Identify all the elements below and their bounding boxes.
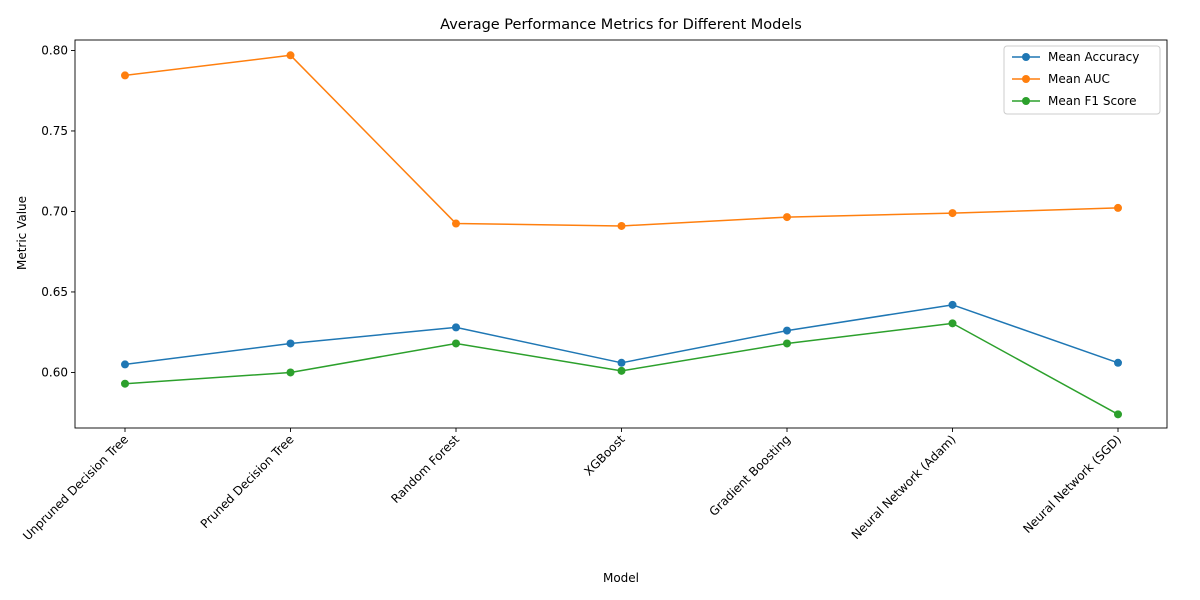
data-point <box>452 323 460 332</box>
data-point <box>617 221 626 230</box>
legend-label: Mean AUC <box>1048 72 1110 86</box>
y-tick-label: 0.60 <box>41 365 68 379</box>
data-point <box>452 219 460 228</box>
legend-item: Mean AUC <box>1012 72 1110 86</box>
data-point <box>286 339 295 348</box>
series-2 <box>121 319 1122 419</box>
y-tick-label: 0.70 <box>41 204 68 218</box>
y-tick-label: 0.80 <box>41 43 68 57</box>
y-tick-label: 0.65 <box>41 285 68 299</box>
y-tick-label: 0.75 <box>41 124 68 138</box>
data-point <box>121 360 129 369</box>
data-point <box>286 368 295 377</box>
data-point <box>286 51 295 60</box>
series-0 <box>121 300 1122 369</box>
data-point <box>1114 410 1122 419</box>
legend: Mean Accuracy Mean AUC Mean F1 Score <box>1003 45 1161 115</box>
data-point <box>617 366 626 375</box>
legend-item: Mean F1 Score <box>1012 94 1136 108</box>
legend-label: Mean Accuracy <box>1048 50 1139 64</box>
data-point <box>1114 203 1122 212</box>
legend-label: Mean F1 Score <box>1048 94 1136 108</box>
series-1 <box>121 51 1122 230</box>
data-point <box>452 339 460 348</box>
legend-swatch-marker <box>1022 97 1030 105</box>
data-point <box>948 319 957 328</box>
legend-swatch-marker <box>1022 75 1030 83</box>
data-point <box>121 379 129 388</box>
legend-item: Mean Accuracy <box>1012 50 1139 64</box>
data-point <box>783 339 791 348</box>
data-point <box>783 326 791 335</box>
y-axis-title: Metric Value <box>15 196 29 270</box>
data-point <box>121 71 129 80</box>
chart-title: Average Performance Metrics for Differen… <box>440 17 802 33</box>
data-point <box>617 358 626 367</box>
data-point <box>783 213 791 222</box>
axes-frame <box>74 39 1168 429</box>
legend-swatch-marker <box>1022 53 1030 61</box>
x-axis-title: Model <box>603 571 639 585</box>
data-point <box>1114 358 1122 367</box>
data-point <box>948 209 957 218</box>
data-point <box>948 300 957 309</box>
legend-box <box>1003 45 1161 115</box>
